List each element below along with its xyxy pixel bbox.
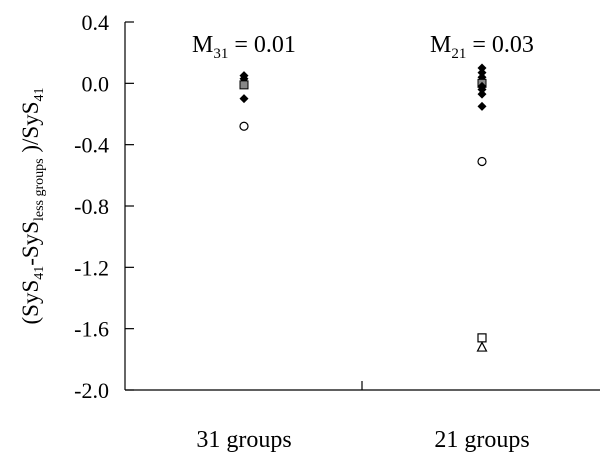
x-category-label: 31 groups xyxy=(196,427,291,453)
y-tick-label: 0.4 xyxy=(82,10,110,35)
x-category-label: 21 groups xyxy=(434,427,529,453)
data-point-diamond xyxy=(477,84,487,94)
category-labels: 31 groups 21 groups xyxy=(196,427,529,453)
y-axis-label: (SyS41-SySless groups )/SyS41 xyxy=(18,87,47,324)
y-tick-label: -0.8 xyxy=(74,194,109,219)
data-point-diamond xyxy=(477,89,487,99)
data-point-square-open xyxy=(477,333,487,343)
data-point-diamond xyxy=(477,63,487,73)
y-tick-label: -1.6 xyxy=(74,317,109,342)
y-ticks: 0.4 0.0 -0.4 -0.8 -1.2 -1.6 -2.0 xyxy=(74,10,134,403)
mean-annotation: M21 = 0.03 xyxy=(430,32,534,62)
data-point-triangle-open xyxy=(476,341,488,352)
data-point-square-gray xyxy=(239,80,249,90)
data-point-diamond xyxy=(477,68,487,78)
data-points xyxy=(239,63,488,352)
y-tick-label: -1.2 xyxy=(74,255,109,280)
data-point-circle-open xyxy=(477,156,487,167)
y-tick-label: -2.0 xyxy=(74,378,109,403)
y-axis-label-text: (SyS41-SySless groups )/SyS41 xyxy=(18,87,47,324)
data-point-circle-open xyxy=(239,121,249,131)
y-tick-label: -0.4 xyxy=(74,133,109,158)
mean-annotation: M31 = 0.01 xyxy=(192,32,296,62)
axes xyxy=(124,22,600,391)
data-point-diamond xyxy=(239,94,249,104)
annotations: M31 = 0.01 M21 = 0.03 xyxy=(192,32,534,62)
data-point-diamond xyxy=(477,101,487,111)
y-tick-label: 0.0 xyxy=(82,71,110,96)
